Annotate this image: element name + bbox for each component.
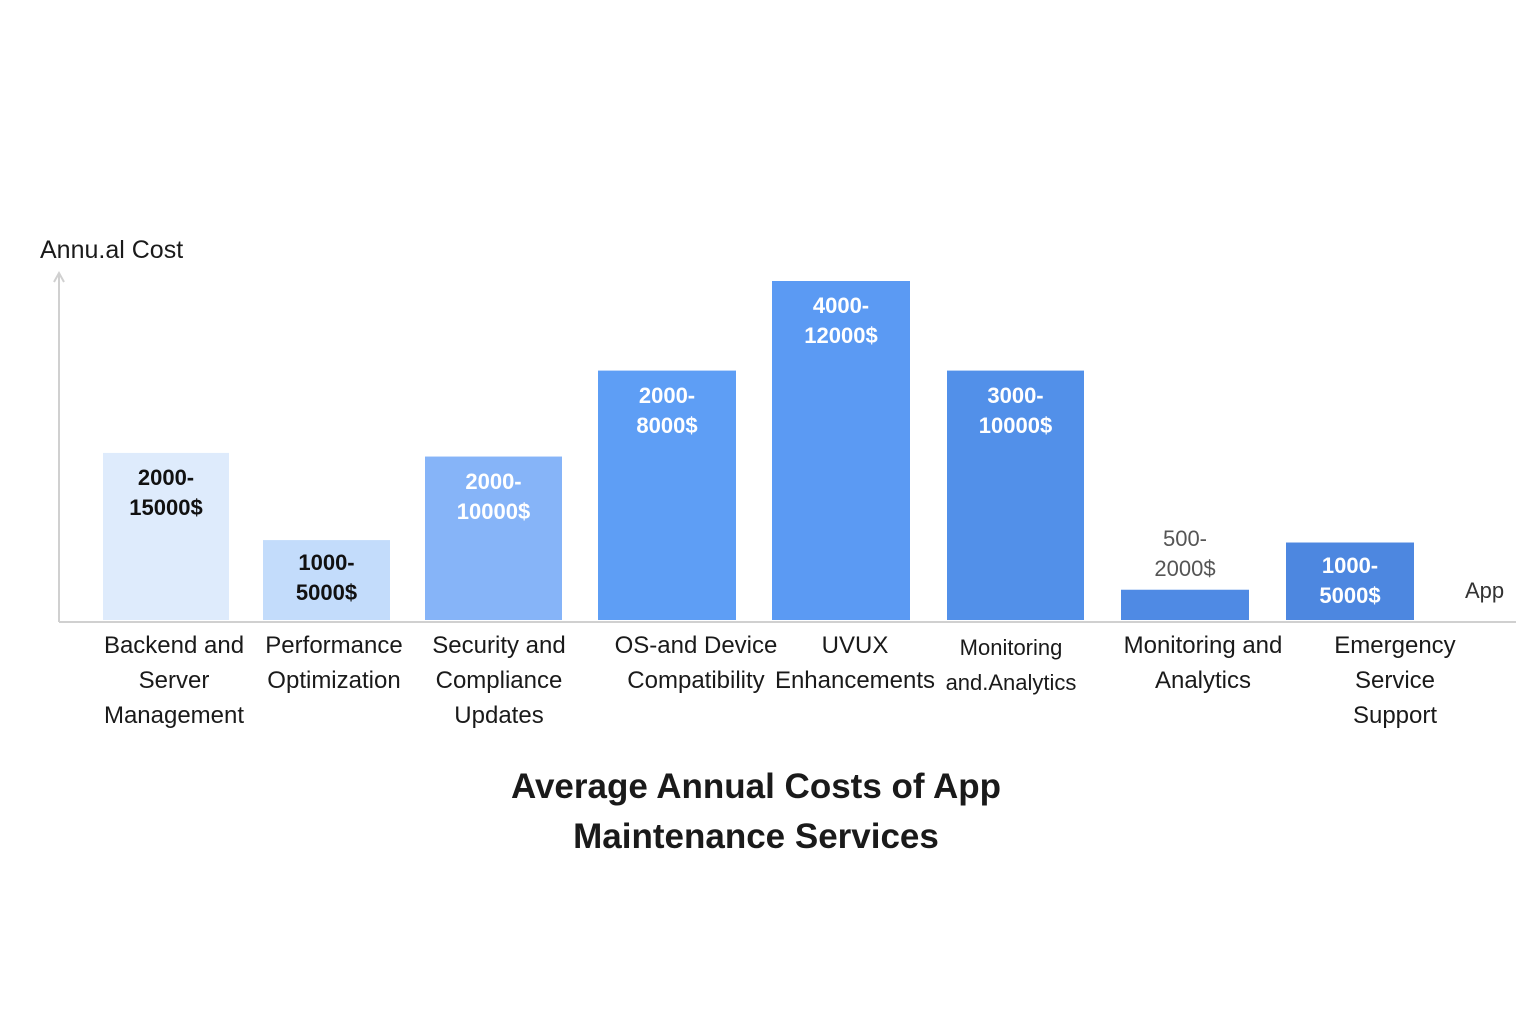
x-tick-label: UVUX Enhancements xyxy=(774,632,936,694)
x-tick-label: Performance Optimization xyxy=(265,632,403,694)
chart-title: Average Annual Costs of App Maintenance … xyxy=(510,767,1002,856)
bar xyxy=(425,456,562,620)
x-tick-label: Emergency Service Support xyxy=(1334,632,1456,729)
x-tick-label: OS-and Device Compatibility xyxy=(614,632,778,694)
x-tick-label: Monitoring and Analytics xyxy=(1123,632,1283,694)
bar xyxy=(1286,542,1414,620)
bar xyxy=(1121,589,1249,620)
y-axis-title: Annu.al Cost xyxy=(40,236,184,264)
x-tick-label: Backend and Server Management xyxy=(103,632,245,729)
bar xyxy=(598,370,736,620)
x-tick-label: Monitoring and.Analytics xyxy=(945,635,1077,695)
data-label: 2000- 10000$ xyxy=(456,468,531,524)
data-label: 2000- 8000$ xyxy=(636,382,698,438)
data-label: 2000- 15000$ xyxy=(129,464,203,520)
y-axis-arrow xyxy=(53,270,65,283)
data-label: 1000- 5000$ xyxy=(1319,552,1381,608)
data-label: 500- 2000$ xyxy=(1154,525,1216,581)
truncated-label: App xyxy=(1465,578,1505,603)
x-tick-label: Security and Compliance Updates xyxy=(432,632,566,729)
bar xyxy=(263,540,390,620)
data-label: 1000- 5000$ xyxy=(295,550,358,606)
data-label: 4000- 12000$ xyxy=(804,293,878,348)
bar xyxy=(103,452,229,620)
bar xyxy=(947,370,1084,620)
bar xyxy=(772,281,910,620)
data-label: 3000- 10000$ xyxy=(978,382,1053,438)
